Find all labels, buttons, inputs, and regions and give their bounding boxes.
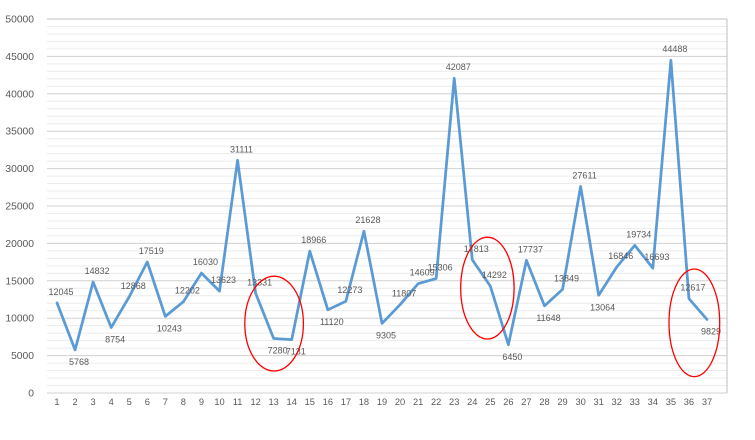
svg-text:18966: 18966 [301, 235, 326, 245]
svg-text:17813: 17813 [464, 244, 489, 254]
svg-text:30000: 30000 [5, 164, 34, 175]
svg-text:12045: 12045 [48, 287, 73, 297]
svg-text:14292: 14292 [482, 270, 507, 280]
svg-text:19734: 19734 [626, 229, 651, 239]
svg-text:13623: 13623 [211, 275, 236, 285]
svg-text:37: 37 [702, 397, 712, 407]
svg-text:29: 29 [557, 397, 567, 407]
svg-text:3: 3 [91, 397, 96, 407]
svg-text:1: 1 [54, 397, 59, 407]
svg-text:40000: 40000 [5, 89, 34, 100]
svg-text:50000: 50000 [5, 15, 34, 26]
svg-text:31111: 31111 [230, 144, 253, 154]
svg-text:27: 27 [521, 397, 531, 407]
svg-text:5768: 5768 [69, 357, 89, 367]
svg-text:8754: 8754 [105, 335, 125, 345]
svg-text:17519: 17519 [139, 246, 164, 256]
svg-text:5: 5 [127, 397, 132, 407]
svg-text:17: 17 [341, 397, 351, 407]
svg-text:7: 7 [163, 397, 168, 407]
svg-text:32: 32 [612, 397, 622, 407]
svg-text:14: 14 [287, 397, 297, 407]
svg-text:28: 28 [539, 397, 549, 407]
svg-text:20000: 20000 [5, 239, 34, 250]
svg-text:15000: 15000 [5, 276, 34, 287]
svg-text:6: 6 [145, 397, 150, 407]
svg-text:16030: 16030 [193, 257, 218, 267]
svg-text:12: 12 [250, 397, 260, 407]
svg-text:13064: 13064 [590, 302, 615, 312]
svg-text:10000: 10000 [5, 314, 34, 325]
svg-text:42087: 42087 [446, 62, 471, 72]
svg-text:33: 33 [630, 397, 640, 407]
svg-text:0: 0 [28, 389, 34, 400]
svg-text:36: 36 [684, 397, 694, 407]
svg-text:22: 22 [431, 397, 441, 407]
svg-text:11648: 11648 [536, 313, 560, 323]
svg-text:9829: 9829 [701, 326, 721, 336]
svg-text:31: 31 [593, 397, 603, 407]
svg-text:21628: 21628 [355, 215, 380, 225]
svg-text:21: 21 [413, 397, 423, 407]
svg-text:12868: 12868 [121, 281, 146, 291]
svg-text:16846: 16846 [608, 251, 633, 261]
svg-text:11: 11 [233, 397, 243, 407]
svg-text:35000: 35000 [5, 127, 34, 138]
svg-text:2: 2 [72, 397, 77, 407]
svg-text:17737: 17737 [518, 244, 543, 254]
svg-text:8: 8 [181, 397, 186, 407]
svg-text:16693: 16693 [644, 252, 669, 262]
svg-text:20: 20 [395, 397, 405, 407]
svg-text:12202: 12202 [175, 286, 200, 296]
svg-text:12273: 12273 [337, 285, 362, 295]
svg-text:5000: 5000 [11, 351, 34, 362]
svg-text:15306: 15306 [428, 263, 453, 273]
svg-text:11120: 11120 [320, 317, 344, 327]
svg-text:30: 30 [575, 397, 585, 407]
svg-text:6450: 6450 [502, 352, 522, 362]
svg-text:18: 18 [359, 397, 369, 407]
svg-text:25: 25 [485, 397, 495, 407]
svg-text:25000: 25000 [5, 202, 34, 213]
svg-text:13: 13 [268, 397, 278, 407]
svg-text:10243: 10243 [157, 323, 182, 333]
svg-text:26: 26 [503, 397, 513, 407]
svg-text:35: 35 [666, 397, 676, 407]
svg-text:16: 16 [323, 397, 333, 407]
svg-text:7280: 7280 [268, 346, 288, 356]
svg-text:9305: 9305 [376, 330, 396, 340]
svg-text:45000: 45000 [5, 52, 34, 63]
svg-text:14832: 14832 [85, 266, 110, 276]
svg-text:12617: 12617 [680, 283, 705, 293]
svg-text:11807: 11807 [392, 289, 416, 299]
svg-text:23: 23 [449, 397, 459, 407]
svg-text:19: 19 [377, 397, 387, 407]
svg-text:15: 15 [305, 397, 315, 407]
svg-text:10: 10 [214, 397, 224, 407]
svg-text:4: 4 [109, 397, 114, 407]
svg-text:27611: 27611 [572, 170, 596, 180]
svg-text:24: 24 [467, 397, 477, 407]
svg-text:44488: 44488 [662, 44, 687, 54]
svg-text:34: 34 [648, 397, 658, 407]
svg-text:13849: 13849 [554, 273, 579, 283]
svg-text:9: 9 [199, 397, 204, 407]
